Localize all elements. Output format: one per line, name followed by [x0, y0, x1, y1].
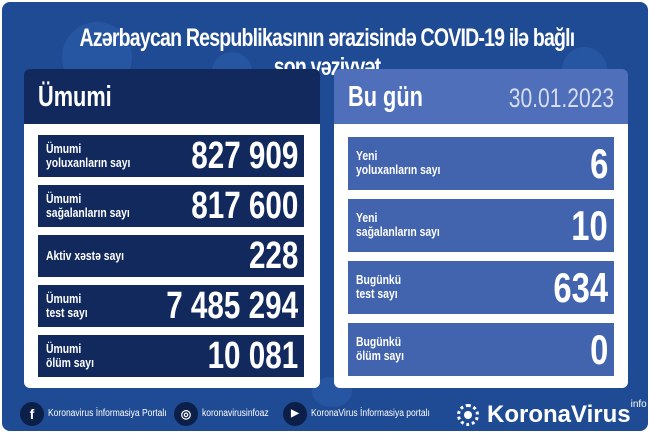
brand-logo: KoronaVirusinfo — [487, 399, 647, 429]
total-header: Ümumi — [24, 69, 320, 124]
stat-label: yoluxanların sayı — [46, 155, 131, 170]
stat-value: 827 909 — [190, 135, 298, 177]
youtube-icon[interactable]: ▶ — [283, 402, 307, 426]
stat-label: Ümumi — [46, 141, 82, 156]
stat-value: 10 — [571, 202, 608, 249]
brand-name: KoronaVirus — [487, 401, 631, 428]
brand-sup: info — [630, 399, 647, 410]
stat-label: Bugünkü — [356, 334, 402, 349]
stat-label: Bugünkü — [356, 272, 402, 287]
today-header-label: Bu gün — [348, 81, 423, 113]
stat-label: Yeni — [356, 210, 378, 225]
stat-row-today-tests: Bugünkü test sayı 634 — [348, 261, 614, 314]
stat-label: Aktiv xəstə sayı — [46, 248, 125, 263]
stat-value: 0 — [589, 326, 608, 373]
stat-label: ölüm sayı — [46, 355, 94, 370]
stat-value: 634 — [553, 264, 608, 311]
facebook-icon[interactable]: f — [20, 402, 44, 426]
footer: f Koronavirus İnformasiya Portalı ◎ koro… — [2, 399, 648, 430]
today-header: Bu gün 30.01.2023 — [334, 69, 628, 124]
stat-value: 817 600 — [190, 185, 298, 227]
today-date: 30.01.2023 — [508, 83, 614, 113]
koronavirus-logo-icon — [457, 404, 479, 426]
stat-label: yoluxanların sayı — [356, 162, 441, 177]
stat-label: Yeni — [356, 148, 378, 163]
facebook-link[interactable]: Koronavirus İnformasiya Portalı — [48, 408, 167, 419]
stat-value: 228 — [248, 235, 298, 277]
youtube-link[interactable]: KoronaVirus İnformasiya portalı — [311, 408, 430, 419]
stat-label: sağalanların sayı — [356, 224, 440, 239]
stat-value: 10 081 — [207, 335, 298, 377]
instagram-link[interactable]: koronavirusinfoaz — [202, 408, 269, 419]
stat-row-total-recovered: Ümumi sağalanların sayı 817 600 — [38, 185, 304, 227]
stat-value: 6 — [589, 140, 608, 187]
stat-label: Ümumi — [46, 341, 82, 356]
stat-value: 7 485 294 — [166, 285, 298, 327]
instagram-icon[interactable]: ◎ — [174, 402, 198, 426]
stat-label: Ümumi — [46, 191, 82, 206]
total-header-label: Ümumi — [38, 81, 112, 113]
stat-row-new-infected: Yeni yoluxanların sayı 6 — [348, 137, 614, 190]
stat-label: test sayı — [356, 286, 398, 301]
page-title: Azərbaycan Respublikasının ərazisində CO… — [79, 24, 576, 81]
stat-row-total-deaths: Ümumi ölüm sayı 10 081 — [38, 335, 304, 377]
stat-label: Ümumi — [46, 291, 82, 306]
stat-label: sağalanların sayı — [46, 205, 130, 220]
stat-label: ölüm sayı — [356, 348, 404, 363]
stat-row-today-deaths: Bugünkü ölüm sayı 0 — [348, 323, 614, 376]
stat-row-active: Aktiv xəstə sayı 228 — [38, 235, 304, 277]
stat-row-total-tests: Ümumi test sayı 7 485 294 — [38, 285, 304, 327]
stat-row-total-infected: Ümumi yoluxanların sayı 827 909 — [38, 135, 304, 177]
today-panel: Yeni yoluxanların sayı 6 Yeni sağalanlar… — [334, 124, 628, 388]
stat-label: test sayı — [46, 305, 88, 320]
total-panel: Ümumi yoluxanların sayı 827 909 Ümumi sa… — [24, 124, 320, 388]
stat-row-new-recovered: Yeni sağalanların sayı 10 — [348, 199, 614, 252]
